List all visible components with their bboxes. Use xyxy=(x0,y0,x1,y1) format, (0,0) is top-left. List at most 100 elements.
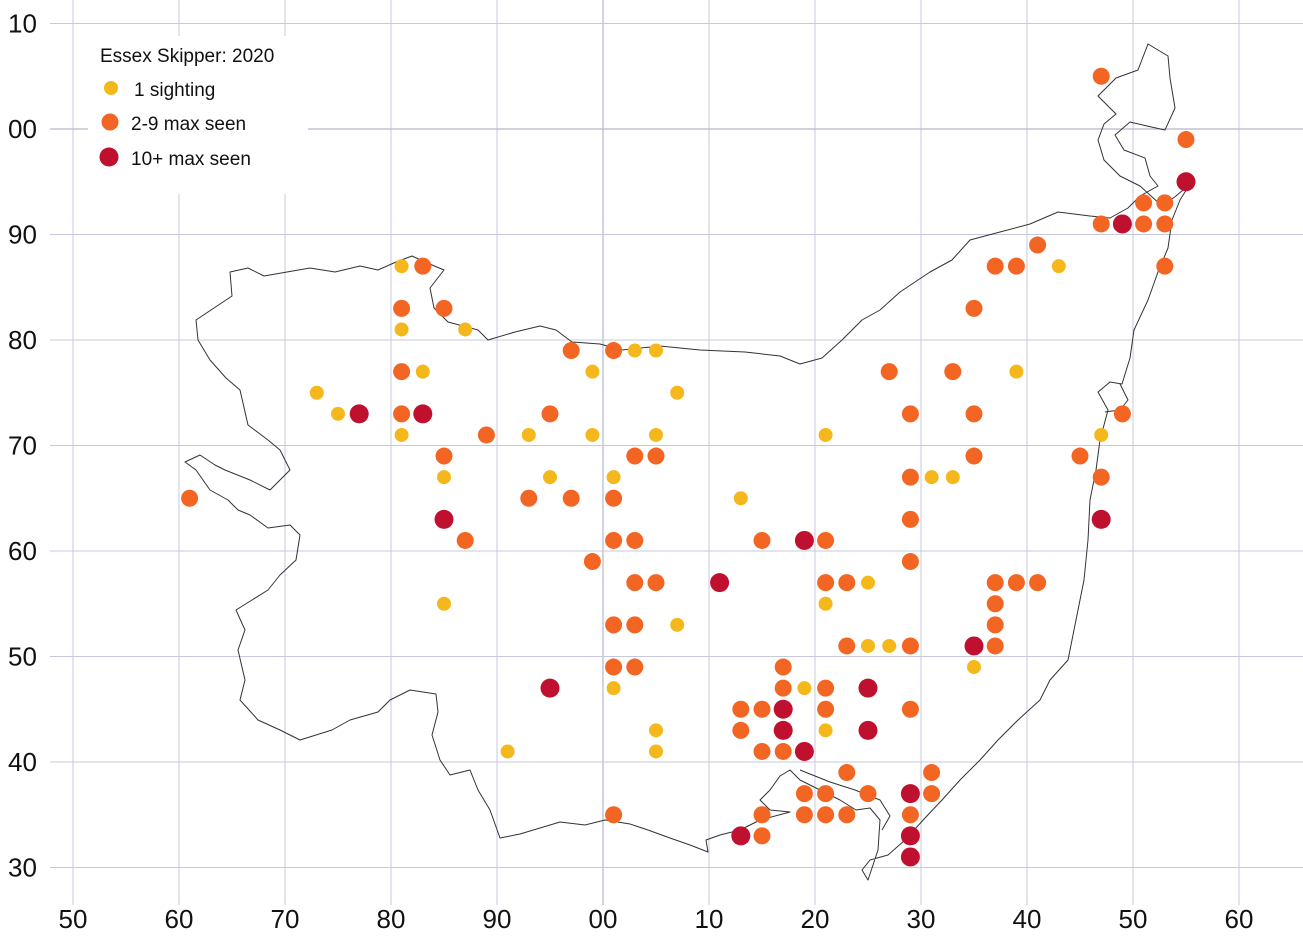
sighting-marker-one xyxy=(967,660,981,675)
sighting-marker-one xyxy=(861,575,875,590)
sighting-marker-mid xyxy=(1135,215,1153,233)
sighting-marker-mid xyxy=(817,531,835,549)
sighting-marker-mid xyxy=(1156,215,1174,233)
sighting-marker-mid xyxy=(901,806,919,824)
sighting-marker-mid xyxy=(753,806,771,824)
sighting-marker-mid xyxy=(838,637,856,655)
sighting-marker-one xyxy=(606,681,621,696)
sighting-marker-mid xyxy=(965,405,983,423)
sighting-marker-high xyxy=(413,404,433,424)
sighting-marker-high xyxy=(434,509,454,529)
sighting-marker-mid xyxy=(774,679,792,697)
sighting-marker-one xyxy=(437,470,451,485)
sighting-marker-mid xyxy=(647,447,665,465)
sighting-marker-high xyxy=(1091,509,1111,529)
sighting-marker-mid xyxy=(1156,257,1174,275)
sighting-marker-one xyxy=(437,596,451,611)
sighting-marker-mid xyxy=(626,616,644,634)
sighting-marker-one xyxy=(394,259,409,274)
x-tick-label: 00 xyxy=(589,904,618,934)
sighting-marker-mid xyxy=(965,447,983,465)
x-tick-label: 90 xyxy=(483,904,512,934)
sighting-marker-mid xyxy=(1007,574,1025,592)
sighting-marker-one xyxy=(733,491,748,506)
sighting-marker-mid xyxy=(817,785,835,803)
sighting-marker-mid xyxy=(181,489,199,507)
estuary-line-2 xyxy=(1104,383,1129,413)
sighting-marker-one xyxy=(606,470,621,485)
sighting-marker-mid xyxy=(880,363,898,381)
y-tick-label: 40 xyxy=(8,747,37,777)
sighting-marker-high xyxy=(964,636,984,656)
sighting-marker-one xyxy=(394,322,409,337)
x-tick-label: 60 xyxy=(165,904,194,934)
sighting-marker-mid xyxy=(605,616,623,634)
sighting-marker-mid xyxy=(1113,405,1131,423)
sighting-marker-mid xyxy=(1029,574,1047,592)
county-boundary xyxy=(184,43,1191,881)
sighting-marker-one xyxy=(521,427,536,442)
sighting-marker-one xyxy=(649,427,663,442)
legend-label-high: 10+ max seen xyxy=(131,149,251,170)
sighting-marker-mid xyxy=(605,658,623,676)
x-tick-label: 20 xyxy=(801,904,830,934)
sighting-marker-mid xyxy=(562,489,580,507)
sighting-marker-mid xyxy=(986,595,1004,613)
x-tick-label: 50 xyxy=(59,904,88,934)
legend-label-mid: 2-9 max seen xyxy=(131,114,246,135)
sighting-marker-high xyxy=(794,741,814,761)
sighting-marker-mid xyxy=(626,531,644,549)
sighting-marker-one xyxy=(670,617,685,632)
sighting-marker-one xyxy=(670,385,685,400)
sighting-marker-mid xyxy=(477,426,495,444)
sighting-marker-one xyxy=(649,723,663,738)
sighting-marker-mid xyxy=(923,764,941,782)
sighting-marker-mid xyxy=(435,447,453,465)
sighting-marker-mid xyxy=(901,637,919,655)
sighting-marker-one xyxy=(649,343,663,358)
sighting-marker-mid xyxy=(923,785,941,803)
sighting-marker-high xyxy=(731,826,751,846)
sighting-marker-high xyxy=(540,678,560,698)
sighting-marker-mid xyxy=(901,553,919,571)
legend-marker-mid xyxy=(101,113,119,131)
sighting-marker-mid xyxy=(520,489,538,507)
sighting-marker-mid xyxy=(541,405,559,423)
sighting-marker-one xyxy=(627,343,642,358)
sighting-marker-mid xyxy=(901,700,919,718)
sighting-marker-mid xyxy=(414,257,432,275)
sighting-marker-mid xyxy=(562,342,580,360)
sighting-marker-one xyxy=(882,638,897,653)
sighting-marker-high xyxy=(900,847,920,867)
x-tick-label: 40 xyxy=(1013,904,1042,934)
sighting-marker-mid xyxy=(605,342,623,360)
sighting-marker-high xyxy=(900,826,920,846)
sighting-marker-one xyxy=(818,427,833,442)
sighting-marker-one xyxy=(649,744,663,759)
sighting-marker-high xyxy=(773,720,793,740)
sighting-marker-mid xyxy=(901,468,919,486)
legend-marker-one xyxy=(104,81,118,95)
sighting-marker-mid xyxy=(393,363,411,381)
sighting-marker-mid xyxy=(753,827,771,845)
sighting-marker-mid xyxy=(774,742,792,760)
sighting-marker-one xyxy=(924,470,939,485)
sighting-markers xyxy=(181,67,1196,867)
sighting-marker-mid xyxy=(817,700,835,718)
y-axis-ticks: 10 00 90 80 70 60 50 40 30 xyxy=(8,9,37,883)
sighting-marker-mid xyxy=(817,679,835,697)
sighting-marker-mid xyxy=(1156,194,1174,212)
sighting-marker-mid xyxy=(817,574,835,592)
sighting-marker-mid xyxy=(732,700,750,718)
sighting-marker-one xyxy=(1009,364,1024,379)
x-tick-label: 10 xyxy=(695,904,724,934)
sighting-marker-mid xyxy=(753,700,771,718)
sighting-marker-high xyxy=(773,699,793,719)
y-tick-label: 80 xyxy=(8,325,37,355)
sighting-marker-mid xyxy=(965,299,983,317)
sighting-marker-mid xyxy=(1071,447,1089,465)
sighting-marker-mid xyxy=(732,721,750,739)
sighting-marker-one xyxy=(818,596,833,611)
sighting-marker-one xyxy=(1051,259,1066,274)
